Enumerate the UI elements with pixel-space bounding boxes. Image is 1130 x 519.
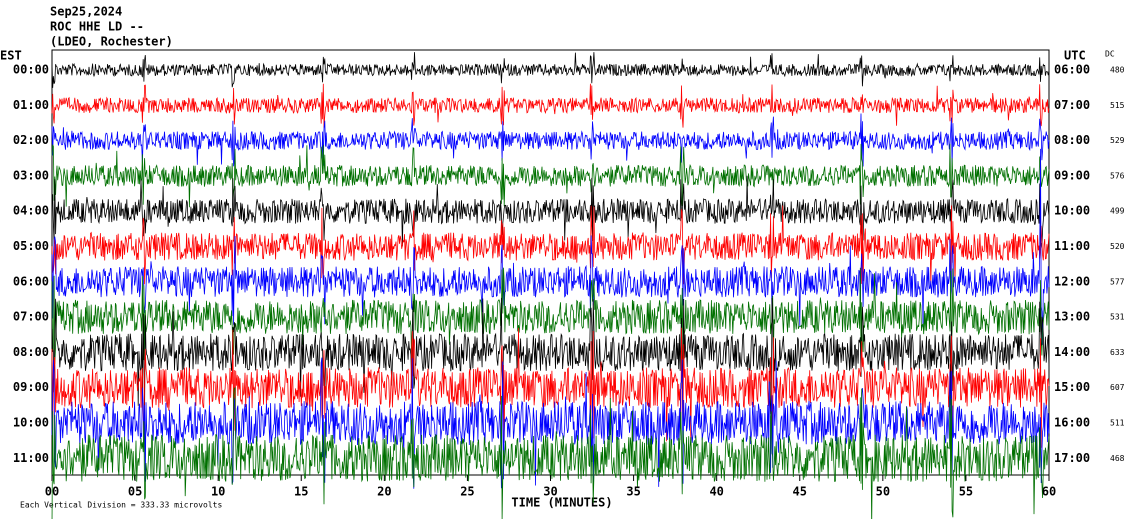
est-label: 09:00 (13, 380, 49, 394)
x-axis-label: TIME (MINUTES) (511, 496, 612, 510)
utc-label: 09:00 (1054, 168, 1090, 182)
utc-label: 08:00 (1054, 133, 1090, 147)
dc-value: 607 (1110, 383, 1125, 392)
x-tick-label: 45 (793, 485, 807, 499)
utc-label: 16:00 (1054, 416, 1090, 430)
trace (51, 357, 1050, 489)
est-label: 01:00 (13, 98, 49, 112)
dc-value: 511 (1110, 419, 1125, 428)
dc-value: 499 (1110, 207, 1125, 216)
dc-value: 515 (1110, 101, 1125, 110)
trace (51, 267, 1050, 365)
traces (51, 52, 1050, 519)
utc-label: 17:00 (1054, 451, 1090, 465)
station: ROC HHE LD -- (50, 20, 144, 34)
trace (51, 148, 1050, 345)
est-label: 07:00 (13, 310, 49, 324)
dc-value: 576 (1110, 171, 1125, 180)
footer: Each Vertical Division = 333.33 microvol… (20, 501, 222, 510)
x-tick-label: 10 (211, 485, 225, 499)
x-tick-label: 50 (876, 485, 890, 499)
dc-value: 520 (1110, 242, 1125, 251)
trace (51, 113, 1050, 168)
est-label: 08:00 (13, 345, 49, 359)
x-tick-label: 00 (45, 485, 59, 499)
trace (51, 143, 1050, 208)
trace (51, 52, 1050, 88)
utc-label: 13:00 (1054, 310, 1090, 324)
x-tick-label: 15 (294, 485, 308, 499)
title: Sep25,2024 (50, 5, 122, 19)
trace (51, 175, 1050, 248)
dc-value: 531 (1110, 313, 1125, 322)
est-label: 10:00 (13, 416, 49, 430)
est-label: 00:00 (13, 63, 49, 77)
trace (51, 205, 1050, 285)
est-label: 05:00 (13, 239, 49, 253)
dc-value: 468 (1110, 454, 1125, 463)
utc-label: 15:00 (1054, 380, 1090, 394)
est-label: 03:00 (13, 168, 49, 182)
right-label: UTC (1064, 49, 1086, 63)
est-label: 06:00 (13, 274, 49, 288)
x-tick-label: 05 (128, 485, 142, 499)
utc-label: 11:00 (1054, 239, 1090, 253)
utc-label: 10:00 (1054, 204, 1090, 218)
x-tick-label: 25 (460, 485, 474, 499)
trace (51, 297, 1050, 415)
trace (51, 83, 1050, 128)
dc-value: 529 (1110, 136, 1125, 145)
utc-label: 06:00 (1054, 63, 1090, 77)
dc-label: DC (1105, 50, 1115, 59)
dc-value: 480 (1110, 66, 1125, 75)
dc-value: 633 (1110, 348, 1125, 357)
utc-label: 07:00 (1054, 98, 1090, 112)
x-tick-label: 60 (1042, 485, 1056, 499)
utc-label: 14:00 (1054, 345, 1090, 359)
est-label: 04:00 (13, 204, 49, 218)
network: (LDEO, Rochester) (50, 35, 173, 49)
x-tick-label: 40 (709, 485, 723, 499)
utc-label: 12:00 (1054, 274, 1090, 288)
x-tick-label: 20 (377, 485, 391, 499)
x-tick-label: 30 (543, 485, 557, 499)
est-label: 11:00 (13, 451, 49, 465)
est-label: 02:00 (13, 133, 49, 147)
dc-value: 577 (1110, 277, 1125, 286)
left-label: EST (0, 49, 22, 63)
x-tick-label: 35 (626, 485, 640, 499)
x-tick-label: 55 (959, 485, 973, 499)
trace (51, 327, 1050, 448)
